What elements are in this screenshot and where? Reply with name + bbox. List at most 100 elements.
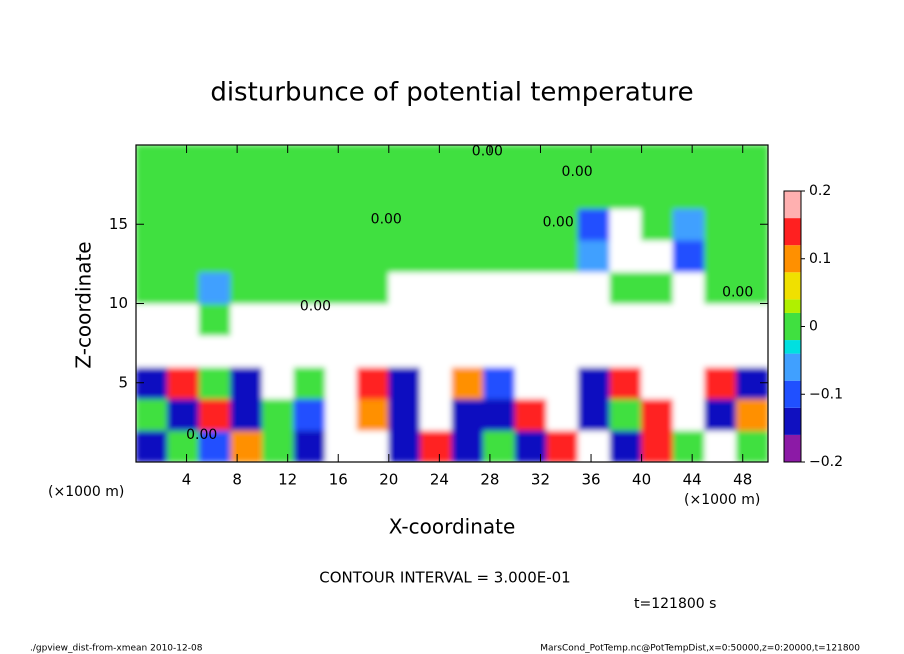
heatmap-cell [356,334,390,368]
heatmap-cell [261,207,295,241]
heatmap-cell [198,303,232,336]
heatmap-cell [261,303,295,336]
heatmap-cell [293,429,327,462]
heatmap-cell [704,334,737,368]
heatmap-cell [388,366,421,400]
heatmap-cell [230,303,263,336]
heatmap-cell [483,145,516,178]
heatmap-cell [451,334,485,368]
x-tick-label: 36 [581,471,600,489]
heatmap-cell [356,239,390,273]
heatmap-cell [577,145,611,178]
heatmap-cell [325,145,358,178]
heatmap-cell [198,239,232,273]
colorbar-tick-label: 0 [809,319,818,335]
heatmap-cell [546,398,579,431]
heatmap-cell [451,176,485,209]
heatmap-cell [672,366,706,400]
contour-label: 0.00 [371,211,402,227]
heatmap-cell [261,334,295,368]
heatmap-cell [609,207,643,241]
y-tick-label: 5 [118,373,128,391]
heatmap-cell [230,398,263,431]
heatmap-cell [577,366,611,400]
heatmap-cell [483,239,516,273]
heatmap-cell [641,145,674,178]
heatmap-cell [230,429,263,462]
heatmap-cell [293,271,327,304]
x-tick-label: 4 [182,471,192,489]
heatmap-cell [198,145,232,178]
x-unit-label: (×1000 m) [684,492,760,508]
heatmap-cell [514,303,548,336]
heatmap-cell [261,366,295,400]
contour-label: 0.00 [186,427,217,443]
heatmap-cell [514,207,548,241]
heatmap-cell [198,398,232,431]
heatmap-cell [325,239,358,273]
contour-label: 0.00 [722,284,753,300]
heatmap-cell [198,366,232,400]
heatmap-cell [261,145,295,178]
heatmap-cell [641,334,674,368]
heatmap-cell [293,303,327,336]
heatmap-cell [167,271,200,304]
heatmap-cell [451,366,485,400]
heatmap-cell [325,366,358,400]
heatmap-cell [230,207,263,241]
heatmap-cell [672,398,706,431]
heatmap-cell [735,334,768,368]
heatmap-cell [419,303,453,336]
colorbar-segment [784,407,801,435]
heatmap-cell [483,429,516,462]
heatmap-cell [356,207,390,241]
heatmap-cell [356,176,390,209]
heatmap-cell [704,145,737,178]
heatmap-cell [356,429,390,462]
heatmap-cell [483,366,516,400]
heatmap-cell [451,145,485,178]
heatmap-cell [356,271,390,304]
heatmap-cell [735,429,768,462]
heatmap-cell [167,176,200,209]
colorbar-segment [784,380,801,408]
heatmap-cell [388,207,421,241]
heatmap-cell [261,271,295,304]
heatmap-cell [546,145,579,178]
heatmap-cell [136,429,169,462]
heatmap-cell [451,303,485,336]
heatmap-cell [451,207,485,241]
heatmap-cell [641,176,674,209]
heatmap-cell [388,334,421,368]
heatmap-cell [325,334,358,368]
heatmap-cell [514,429,548,462]
heatmap-cell [735,303,768,336]
heatmap-cell [672,334,706,368]
heatmap-cell [609,334,643,368]
heatmap-cell [514,239,548,273]
heatmap-cell [704,303,737,336]
heatmap-cell [483,271,516,304]
heatmap-cell [388,145,421,178]
heatmap-cell [451,429,485,462]
y-tick-label: 10 [109,294,128,312]
heatmap-cell [230,145,263,178]
heatmap-cell [230,366,263,400]
heatmap-cell [577,334,611,368]
heatmap-cell [388,398,421,431]
heatmap-cell [419,366,453,400]
heatmap-cell [704,176,737,209]
heatmap-cell [325,176,358,209]
heatmap-cell [451,398,485,431]
colorbar-segment [784,218,801,246]
heatmap-cell [546,366,579,400]
heatmap-cell [483,176,516,209]
heatmap-cell [388,176,421,209]
heatmap-cell [136,271,169,304]
heatmap-cell [388,429,421,462]
heatmap-cell [704,239,737,273]
heatmap-cell [514,271,548,304]
heatmap-cell [483,398,516,431]
heatmap-cell [704,207,737,241]
heatmap [136,145,768,462]
